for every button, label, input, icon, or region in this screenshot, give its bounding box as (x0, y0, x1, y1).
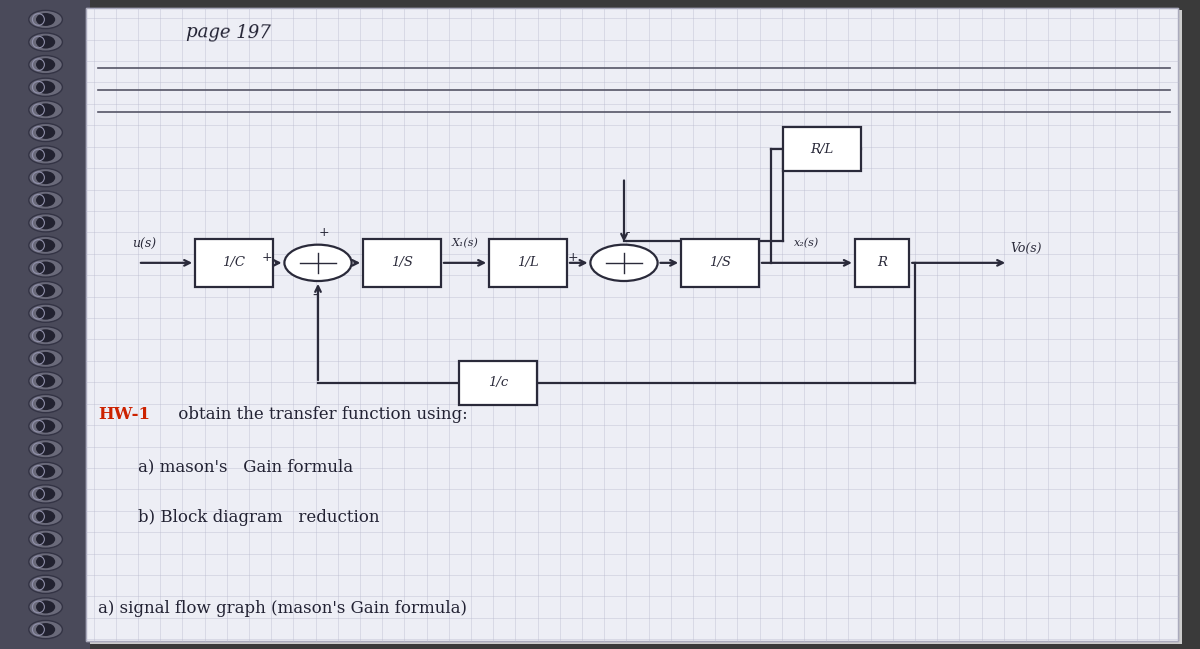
Bar (682, 239, 760, 287)
Ellipse shape (29, 553, 62, 571)
Text: page 197: page 197 (186, 23, 271, 42)
Ellipse shape (36, 216, 55, 229)
Ellipse shape (29, 282, 62, 300)
Text: HW-1: HW-1 (98, 406, 150, 422)
Ellipse shape (29, 78, 62, 96)
Circle shape (590, 245, 658, 281)
Text: +: + (262, 251, 272, 264)
Ellipse shape (29, 259, 62, 277)
Ellipse shape (36, 533, 55, 546)
Ellipse shape (36, 262, 55, 275)
Ellipse shape (29, 417, 62, 435)
Bar (194, 239, 274, 287)
Text: 1/c: 1/c (488, 376, 508, 389)
Ellipse shape (29, 575, 62, 593)
Ellipse shape (29, 304, 62, 323)
Ellipse shape (29, 236, 62, 254)
Ellipse shape (36, 465, 55, 478)
Ellipse shape (36, 374, 55, 387)
Ellipse shape (29, 56, 62, 74)
Ellipse shape (36, 487, 55, 500)
Ellipse shape (29, 10, 62, 29)
Ellipse shape (29, 214, 62, 232)
Bar (490, 239, 568, 287)
Text: +: + (319, 227, 329, 239)
Ellipse shape (29, 349, 62, 367)
Text: u(s): u(s) (132, 238, 156, 251)
Ellipse shape (29, 508, 62, 526)
Text: X₁(s): X₁(s) (451, 238, 479, 249)
Text: 1/L: 1/L (517, 256, 539, 269)
Ellipse shape (36, 126, 55, 139)
Ellipse shape (29, 620, 62, 639)
Text: R/L: R/L (810, 143, 834, 156)
Text: b) Block diagram   reduction: b) Block diagram reduction (138, 509, 379, 526)
Ellipse shape (29, 146, 62, 164)
Ellipse shape (36, 194, 55, 207)
Ellipse shape (29, 372, 62, 390)
Circle shape (284, 245, 352, 281)
Ellipse shape (36, 420, 55, 433)
Text: +: + (568, 251, 578, 264)
Ellipse shape (29, 101, 62, 119)
Ellipse shape (36, 442, 55, 455)
Text: 1/S: 1/S (391, 256, 413, 269)
Ellipse shape (29, 462, 62, 480)
Ellipse shape (36, 352, 55, 365)
Ellipse shape (29, 485, 62, 503)
Ellipse shape (36, 397, 55, 410)
Ellipse shape (29, 598, 62, 616)
Bar (364, 239, 442, 287)
Bar (854, 239, 910, 287)
Text: 1/S: 1/S (709, 256, 731, 269)
Ellipse shape (36, 58, 55, 71)
Ellipse shape (36, 329, 55, 342)
Text: x₂(s): x₂(s) (794, 238, 820, 249)
Ellipse shape (36, 171, 55, 184)
Ellipse shape (36, 13, 55, 26)
Ellipse shape (36, 284, 55, 297)
Ellipse shape (36, 239, 55, 252)
Text: 1/C: 1/C (222, 256, 246, 269)
Text: -: - (625, 227, 630, 239)
Bar (784, 127, 862, 171)
Ellipse shape (29, 395, 62, 413)
Ellipse shape (36, 600, 55, 613)
Ellipse shape (36, 80, 55, 93)
Ellipse shape (29, 33, 62, 51)
Text: obtain the transfer function using:: obtain the transfer function using: (173, 406, 468, 422)
Ellipse shape (29, 191, 62, 210)
Ellipse shape (36, 623, 55, 636)
Bar (458, 361, 538, 405)
Ellipse shape (29, 123, 62, 141)
Ellipse shape (36, 578, 55, 591)
Text: a) signal flow graph (mason's Gain formula): a) signal flow graph (mason's Gain formu… (98, 600, 468, 617)
Text: R: R (877, 256, 887, 269)
Text: Vo(s): Vo(s) (1010, 242, 1042, 255)
Ellipse shape (36, 36, 55, 49)
Bar (0, 0, 90, 649)
Ellipse shape (36, 149, 55, 162)
Text: -: - (312, 289, 317, 303)
Text: a) mason's   Gain formula: a) mason's Gain formula (138, 459, 353, 476)
Ellipse shape (29, 439, 62, 458)
Ellipse shape (29, 326, 62, 345)
Ellipse shape (36, 307, 55, 320)
Ellipse shape (36, 510, 55, 523)
Ellipse shape (29, 530, 62, 548)
Ellipse shape (29, 169, 62, 187)
Ellipse shape (36, 556, 55, 569)
Ellipse shape (36, 103, 55, 116)
